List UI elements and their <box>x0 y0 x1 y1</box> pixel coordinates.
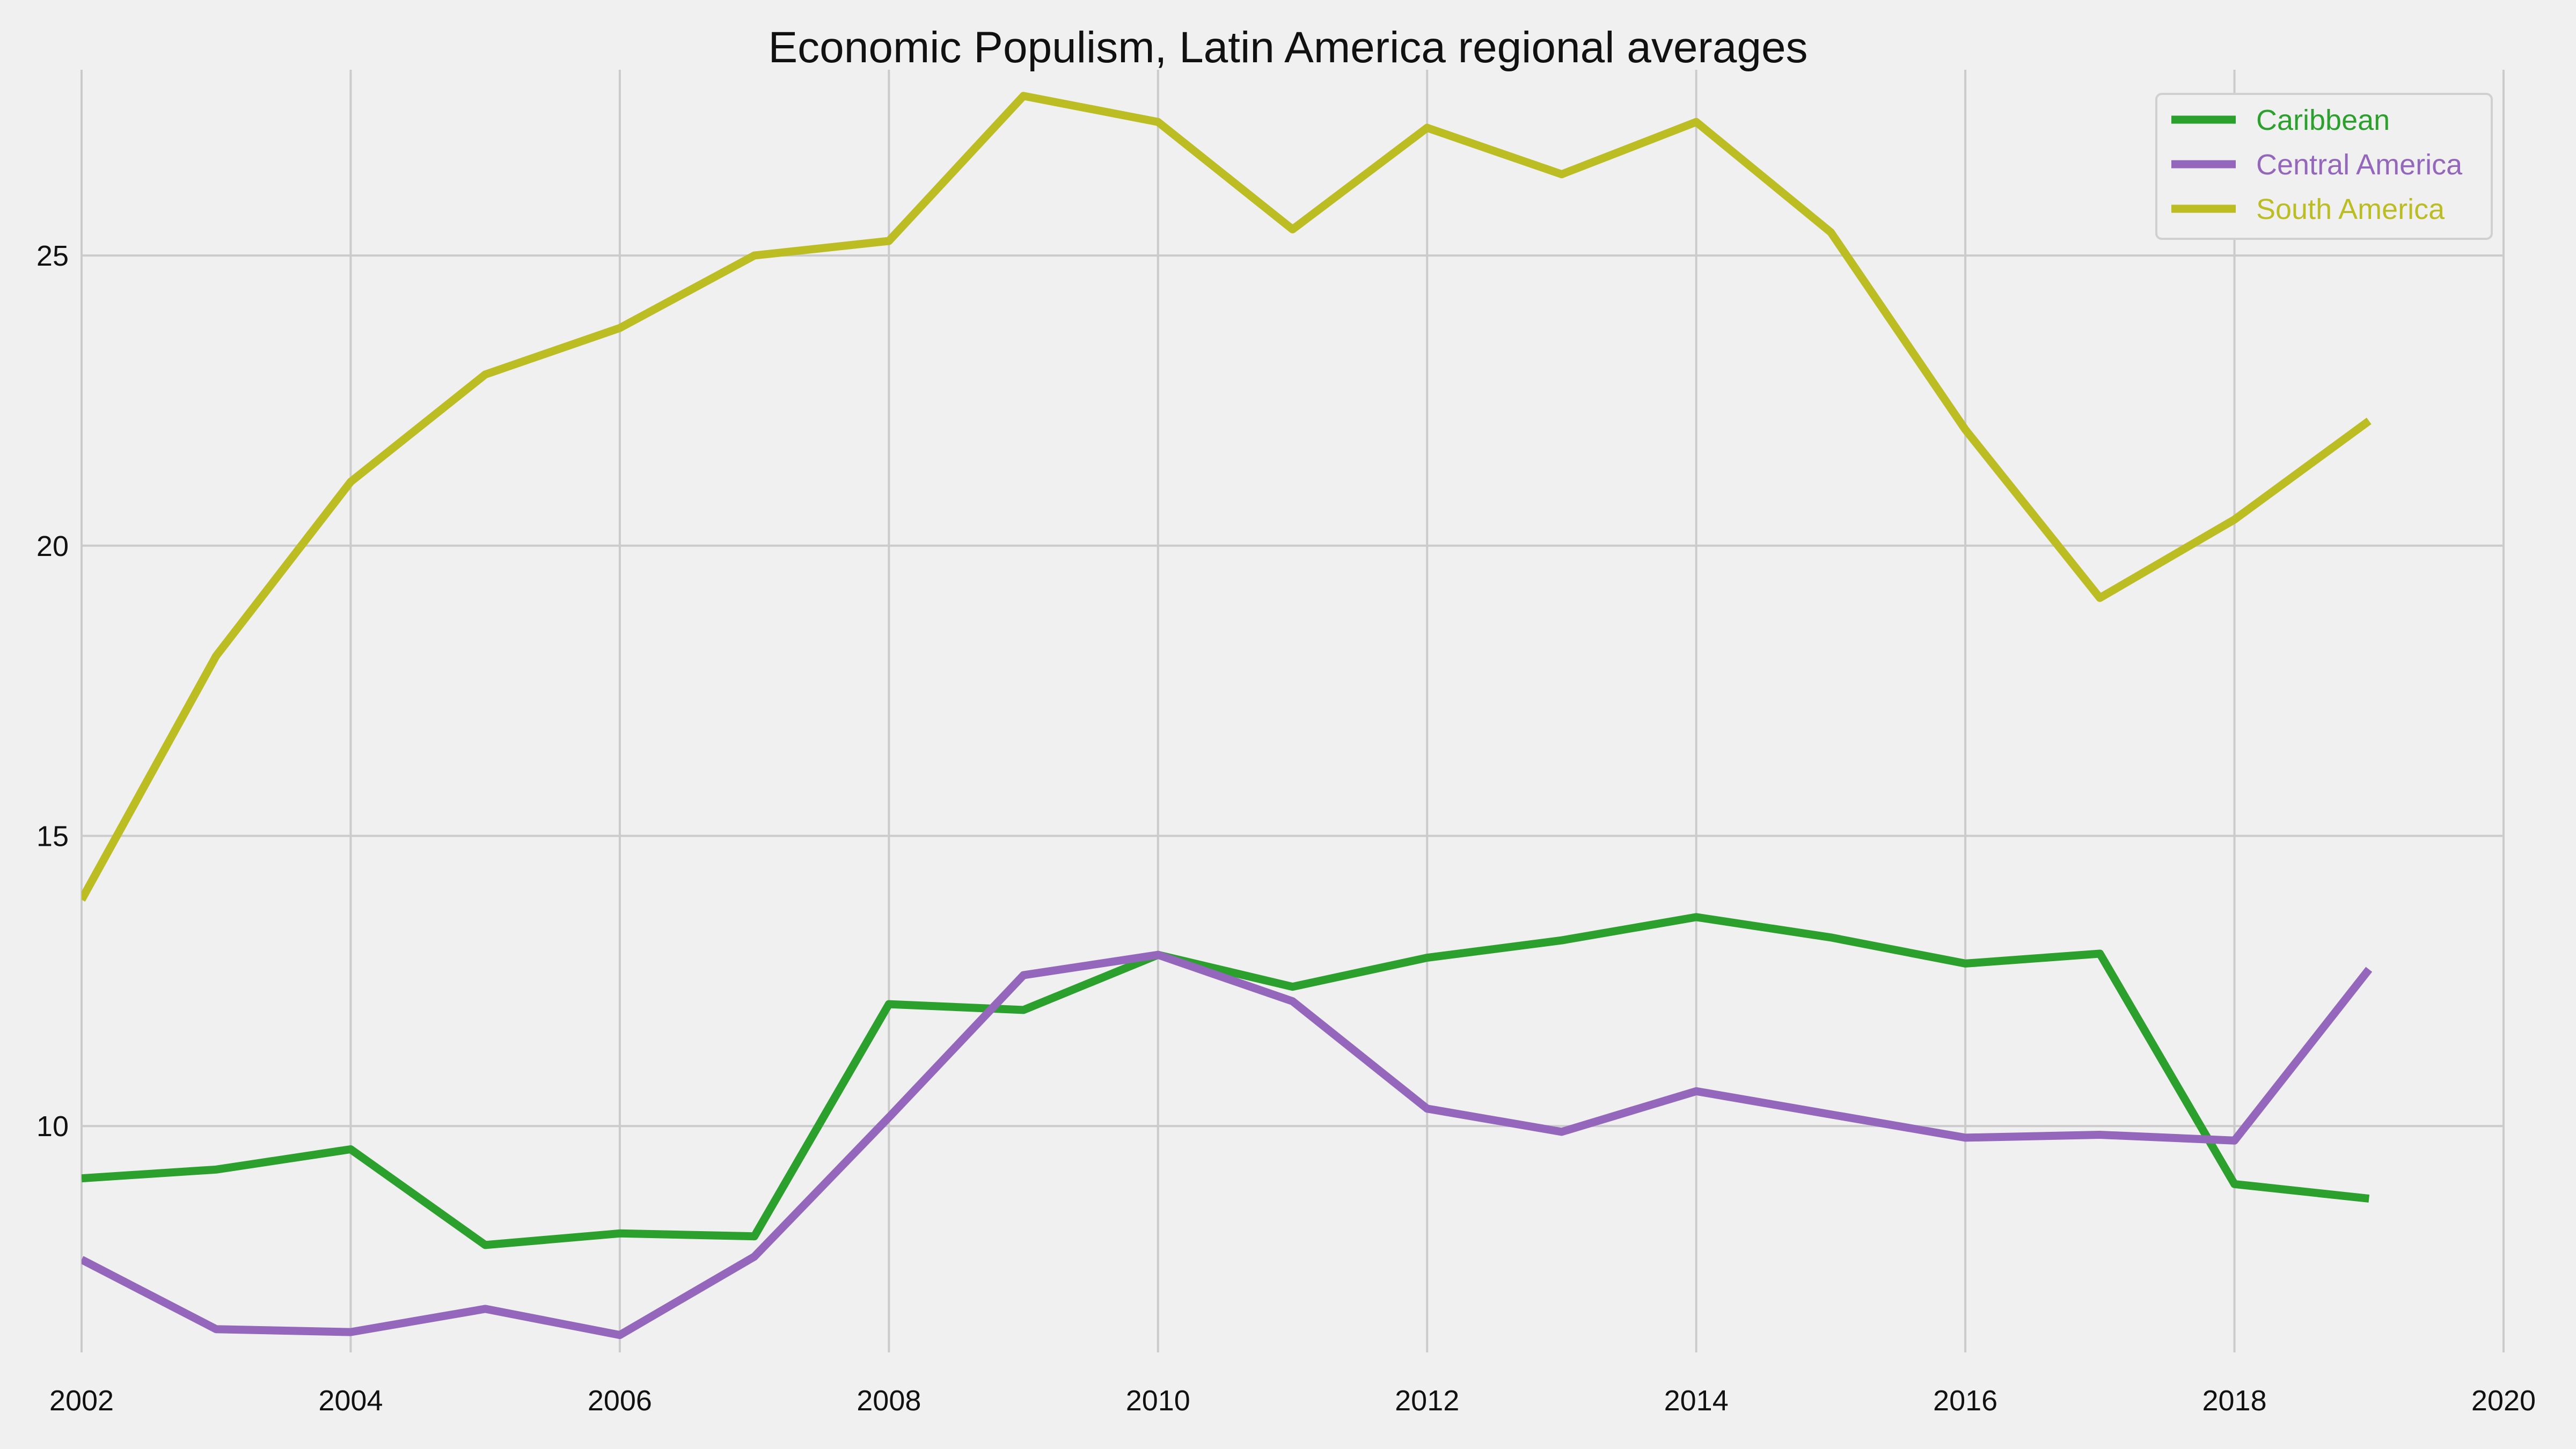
y-tick-label: 20 <box>36 530 69 562</box>
legend-label: Caribbean <box>2256 104 2390 136</box>
legend-label: Central America <box>2256 149 2463 181</box>
y-tick-label: 10 <box>36 1110 69 1143</box>
x-tick-label: 2018 <box>2202 1385 2266 1417</box>
x-tick-label: 2010 <box>1126 1385 1190 1417</box>
y-tick-label: 25 <box>36 240 69 272</box>
series-line-south-america <box>82 92 2372 902</box>
legend-label: South America <box>2256 193 2445 225</box>
chart-title: Economic Populism, Latin America regiona… <box>768 23 1808 72</box>
grid-lines <box>80 70 2505 1352</box>
x-tick-label: 2006 <box>588 1385 652 1417</box>
x-tick-label: 2004 <box>318 1385 383 1417</box>
legend-box <box>2155 93 2493 240</box>
x-tick-label: 2002 <box>49 1385 114 1417</box>
x-tick-label: 2014 <box>1664 1385 1729 1417</box>
tick-labels: 2002 2004 2006 2008 2010 2012 2014 2016 2018 2020… <box>36 240 2536 1417</box>
y-tick-label: 15 <box>36 821 69 853</box>
series-lines <box>82 92 2373 1340</box>
x-tick-label: 2008 <box>857 1385 921 1417</box>
legend: Caribbean Central America South America <box>2155 93 2493 240</box>
x-tick-label: 2020 <box>2471 1385 2536 1417</box>
x-tick-label: 2012 <box>1395 1385 1459 1417</box>
series-line-caribbean <box>82 913 2370 1249</box>
series-line-central-america <box>82 950 2373 1340</box>
x-tick-label: 2016 <box>1933 1385 1997 1417</box>
